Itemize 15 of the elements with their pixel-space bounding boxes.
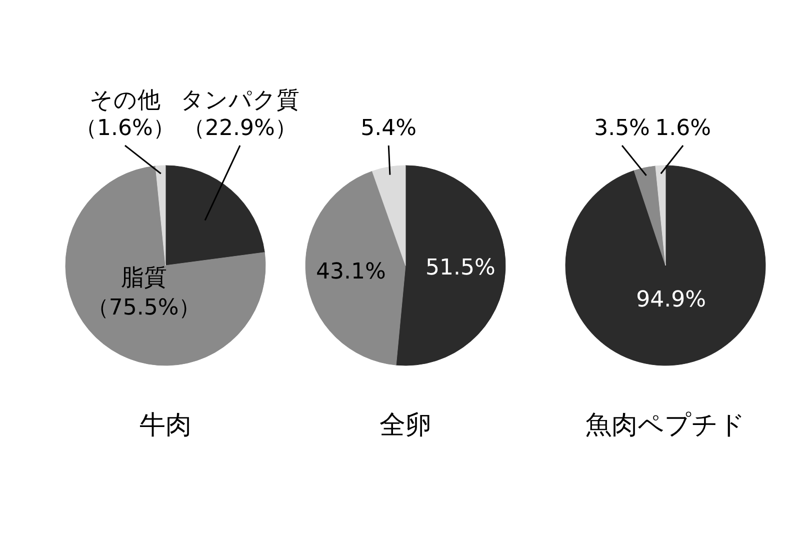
slice-label: 脂質 — [120, 264, 167, 291]
data-label: 43.1% — [316, 260, 386, 285]
data-label: （22.9%） — [183, 116, 297, 141]
data-label: （75.5%） — [86, 295, 201, 320]
data-label: 5.4% — [360, 116, 417, 141]
data-label: 3.5% — [594, 116, 650, 141]
slice-label: タンパク質 — [180, 88, 300, 114]
data-label: （1.6%） — [75, 116, 175, 141]
data-label: 94.9% — [636, 288, 706, 313]
text: 牛肉 — [140, 410, 192, 440]
data-label: 51.5% — [425, 256, 496, 281]
text: 全卵 — [380, 410, 432, 440]
text: 魚肉ペプチド — [586, 410, 746, 440]
data-label: 1.6% — [655, 116, 712, 141]
slice-label: その他 — [89, 88, 160, 114]
